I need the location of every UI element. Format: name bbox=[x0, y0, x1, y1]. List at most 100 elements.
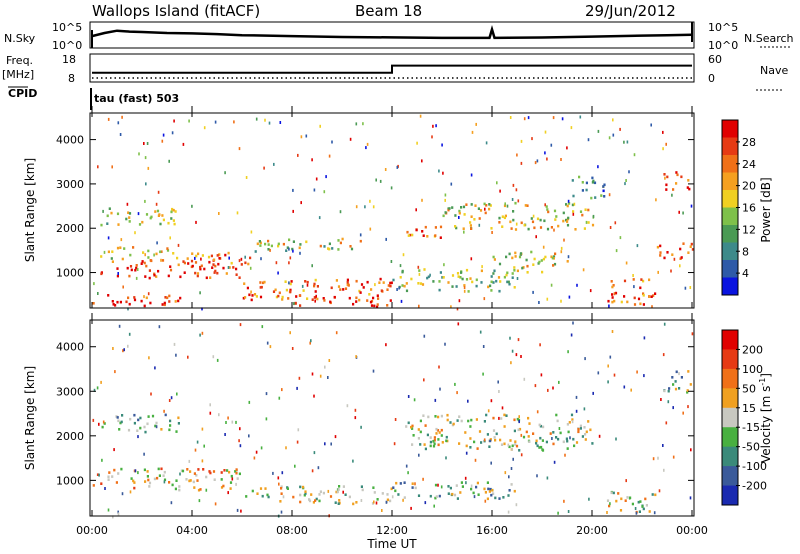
velocity-echo-cell bbox=[513, 429, 516, 433]
power-echo-cell bbox=[110, 211, 113, 215]
velocity-scatter-point bbox=[584, 357, 586, 361]
velocity-scatter-point bbox=[507, 510, 510, 514]
velocity-echo-cell bbox=[446, 413, 449, 417]
velocity-echo-cell bbox=[469, 425, 472, 428]
velocity-echo-cell bbox=[376, 498, 379, 501]
power-scatter-point bbox=[633, 153, 636, 157]
power-scatter-point bbox=[147, 292, 150, 296]
power-echo-cell bbox=[163, 301, 166, 305]
velocity-scatter-point bbox=[121, 492, 124, 496]
velocity-scatter-point bbox=[278, 396, 281, 400]
power-scatter-point bbox=[199, 291, 201, 295]
velocity-scatter-point bbox=[123, 348, 125, 352]
velocity-scatter-point bbox=[212, 355, 215, 359]
power-colorbar-label: Power [dB] bbox=[759, 177, 773, 242]
power-echo-cell bbox=[461, 277, 464, 281]
velocity-scatter-point bbox=[546, 476, 549, 480]
velocity-echo-cell bbox=[515, 444, 519, 448]
velocity-echo-cell bbox=[213, 478, 216, 481]
velocity-echo-cell bbox=[527, 416, 530, 420]
power-echo-cell bbox=[546, 227, 550, 231]
power-echo-cell bbox=[298, 294, 301, 297]
power-echo-cell bbox=[526, 264, 529, 268]
power-scatter-point bbox=[314, 299, 316, 303]
velocity-echo-cell bbox=[505, 414, 508, 417]
power-echo-cell bbox=[514, 251, 517, 255]
power-scatter-point bbox=[236, 211, 239, 215]
power-echo-cell bbox=[123, 247, 126, 250]
velocity-scatter-point bbox=[327, 376, 329, 379]
velocity-scatter-point bbox=[454, 382, 456, 386]
velocity-echo-band bbox=[92, 467, 241, 492]
power-scatter-point bbox=[421, 198, 423, 202]
velocity-echo-cell bbox=[663, 389, 666, 393]
power-echo-cell bbox=[555, 215, 558, 218]
power-echo-cell bbox=[623, 279, 627, 283]
power-echo-cell bbox=[441, 276, 444, 279]
power-echo-cell bbox=[129, 253, 132, 257]
power-scatter-point bbox=[293, 302, 295, 306]
velocity-echo-cell bbox=[411, 424, 414, 428]
power-echo-cell bbox=[612, 284, 615, 287]
velocity-xticks: 00:00 04:00 08:00 12:00 16:00 20:00 00:00 bbox=[76, 313, 708, 537]
power-scatter-point bbox=[511, 198, 514, 201]
velocity-echo-cell bbox=[162, 474, 165, 477]
power-echo-cell bbox=[557, 224, 560, 228]
velocity-scatter-point bbox=[112, 515, 114, 519]
power-echo-cell bbox=[454, 214, 457, 217]
velocity-colorbar-segment bbox=[722, 349, 738, 370]
velocity-scatter-point bbox=[298, 376, 301, 380]
velocity-scatter-point bbox=[260, 446, 263, 450]
velocity-scatter-point bbox=[313, 394, 315, 398]
power-scatter-point bbox=[664, 176, 666, 180]
velocity-echo-cell bbox=[540, 445, 543, 449]
velocity-echo-cell bbox=[483, 420, 486, 423]
velocity-echo-cell bbox=[133, 413, 136, 417]
velocity-scatter-point bbox=[122, 349, 124, 353]
velocity-scatter-point bbox=[360, 425, 362, 429]
power-echo-cell bbox=[376, 294, 379, 297]
velocity-echo-cell bbox=[338, 499, 341, 502]
velocity-echo-cell bbox=[133, 481, 136, 484]
power-echo-cell bbox=[514, 255, 517, 258]
power-echo-cell bbox=[459, 276, 462, 279]
power-scatter-point bbox=[117, 272, 119, 275]
power-scatter-point bbox=[228, 256, 230, 260]
velocity-echo-cell bbox=[228, 470, 231, 474]
power-ytick-label: 2000 bbox=[56, 222, 84, 235]
power-echo-cell bbox=[327, 247, 330, 250]
power-scatter-point bbox=[126, 202, 129, 206]
velocity-echo-cell bbox=[319, 490, 322, 493]
power-echo-cell bbox=[633, 296, 636, 300]
power-echo-cell bbox=[610, 280, 613, 283]
power-scatter-point bbox=[625, 261, 628, 265]
power-scatter-point bbox=[626, 140, 629, 144]
power-echo-cell bbox=[210, 254, 213, 258]
velocity-echo-cell bbox=[168, 481, 171, 484]
velocity-scatter-point bbox=[281, 471, 284, 475]
power-echo-cell bbox=[458, 211, 461, 215]
power-echo-cell bbox=[554, 218, 557, 221]
velocity-echo-band bbox=[606, 490, 657, 514]
velocity-echo-cell bbox=[390, 487, 393, 491]
power-colorbar-segment bbox=[722, 225, 738, 243]
velocity-scatter-point bbox=[467, 399, 469, 403]
power-scatter-point bbox=[615, 249, 618, 253]
velocity-scatter-point bbox=[163, 409, 165, 413]
power-echo-cell bbox=[545, 205, 548, 208]
velocity-echo-cell bbox=[487, 487, 490, 491]
power-echo-cell bbox=[138, 223, 142, 226]
power-echo-cell bbox=[562, 219, 565, 223]
velocity-scatter-point bbox=[137, 471, 139, 475]
power-echo-cell bbox=[540, 259, 543, 262]
power-echo-cell bbox=[652, 294, 655, 297]
power-scatter-point bbox=[587, 138, 590, 142]
power-scatter-point bbox=[161, 139, 164, 143]
velocity-echo-cell bbox=[178, 488, 181, 492]
power-scatter-point bbox=[143, 295, 145, 299]
velocity-scatter-point bbox=[373, 500, 375, 504]
power-echo-cell bbox=[259, 281, 262, 284]
velocity-scatter-point bbox=[456, 391, 458, 395]
power-scatter-point bbox=[157, 190, 160, 194]
velocity-echo-band bbox=[392, 481, 516, 501]
